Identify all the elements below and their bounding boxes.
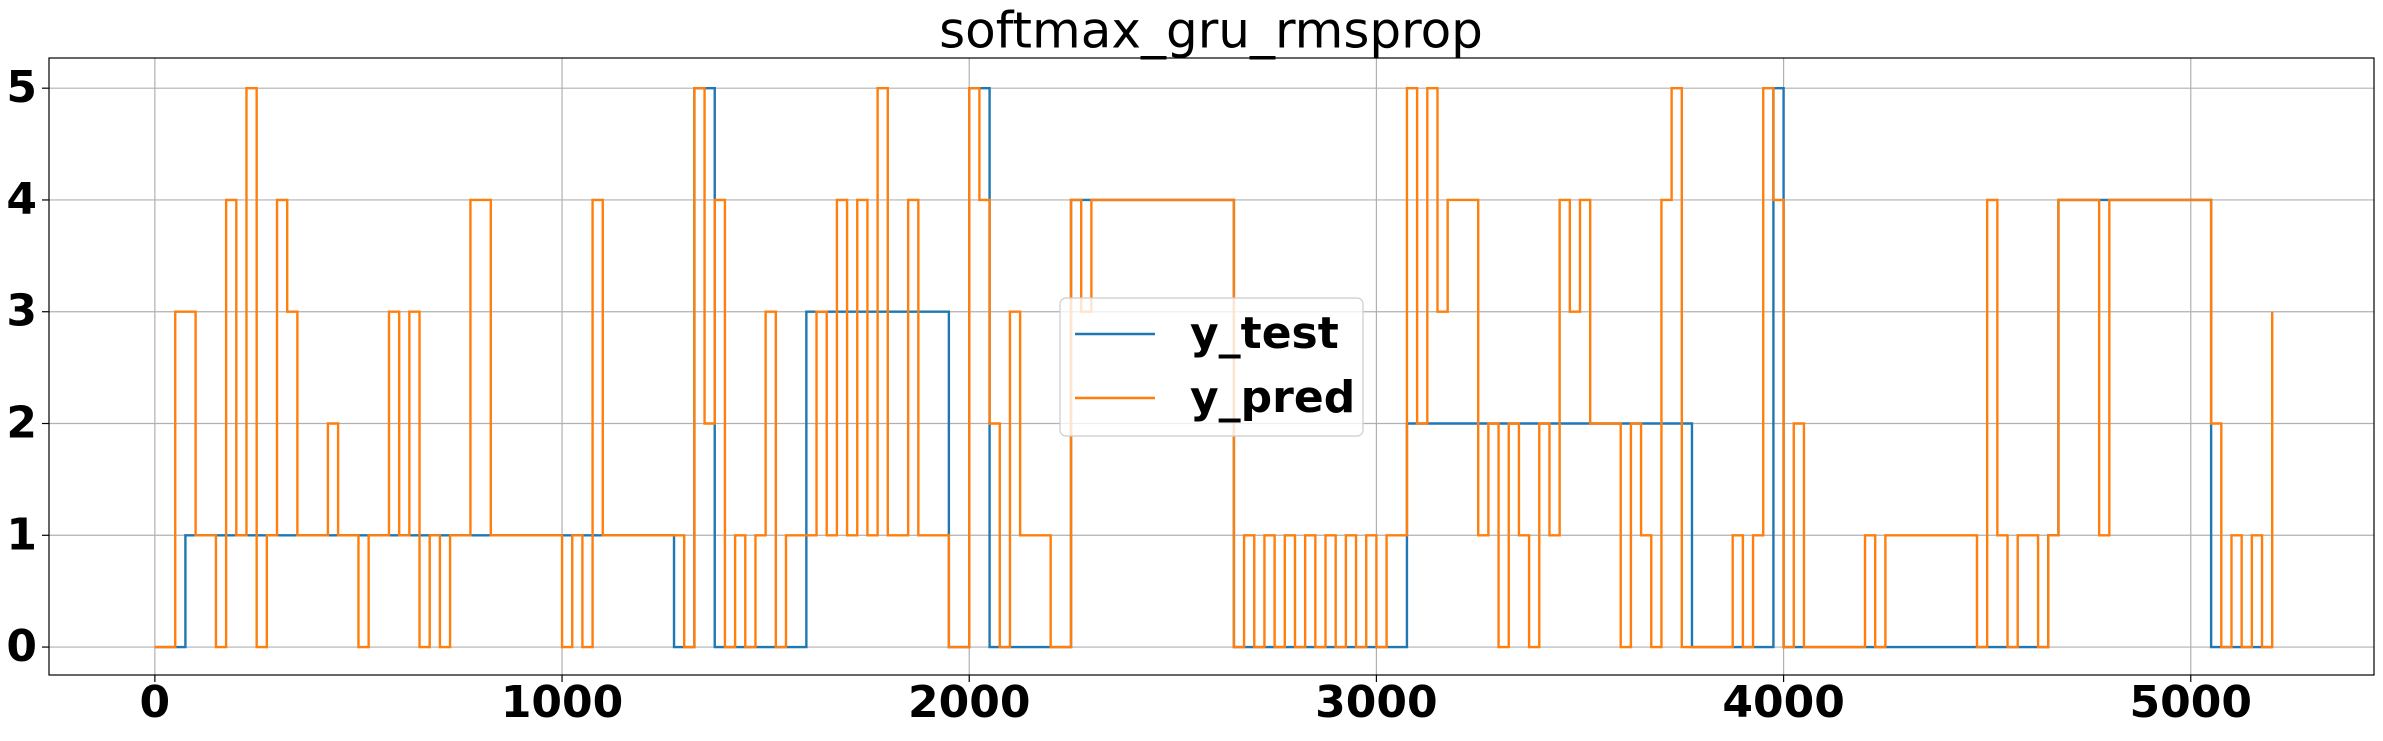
y-tick-label: 4 bbox=[6, 174, 37, 225]
chart-title: softmax_gru_rmsprop bbox=[939, 2, 1483, 60]
x-tick-label: 0 bbox=[140, 677, 171, 728]
legend-label: y_pred bbox=[1190, 372, 1355, 423]
legend-box bbox=[1059, 297, 1364, 437]
y-tick-label: 1 bbox=[6, 509, 37, 560]
y-tick-label: 3 bbox=[6, 286, 37, 337]
legend-label: y_test bbox=[1190, 308, 1339, 359]
series-line bbox=[154, 86, 2274, 649]
x-tick-label: 4000 bbox=[1722, 677, 1844, 728]
y-tick-label: 0 bbox=[6, 621, 37, 672]
plot-frame bbox=[48, 57, 2375, 676]
x-tick-label: 3000 bbox=[1315, 677, 1437, 728]
y-tick-label: 5 bbox=[6, 62, 37, 113]
x-tick-label: 2000 bbox=[908, 677, 1030, 728]
x-tick-label: 5000 bbox=[2130, 677, 2252, 728]
x-tick-label: 1000 bbox=[501, 677, 623, 728]
y-tick-label: 2 bbox=[6, 398, 37, 449]
